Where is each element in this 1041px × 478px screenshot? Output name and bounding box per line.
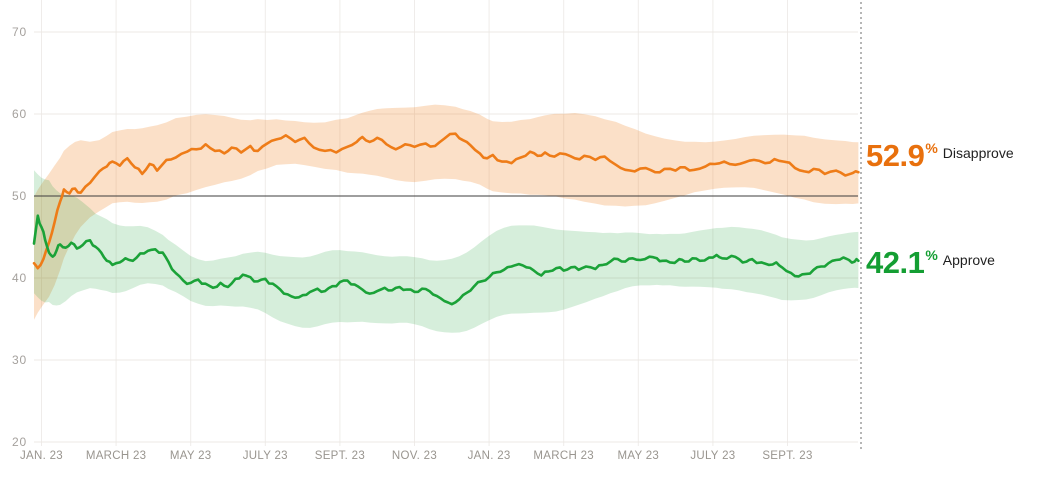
y-axis-label: 40 xyxy=(12,271,27,285)
y-axis-label: 70 xyxy=(12,25,27,39)
x-axis-label: SEPT. 23 xyxy=(315,450,365,462)
y-axis-label: 20 xyxy=(12,435,27,449)
approve-label: Approve xyxy=(942,252,995,268)
disapprove-percent-sign: % xyxy=(925,140,938,156)
approve-line xyxy=(32,214,860,306)
disapprove-line xyxy=(32,132,860,270)
y-axis-label: 50 xyxy=(12,189,27,203)
x-axis-label: MAY 23 xyxy=(617,450,659,462)
x-axis-label: NOV. 23 xyxy=(392,450,437,462)
approve-value: 42.1 xyxy=(866,245,925,280)
disapprove-label: Disapprove xyxy=(942,145,1014,161)
approve-annotation: 42.1 % Approve xyxy=(866,247,995,278)
y-axis-label: 60 xyxy=(12,107,27,121)
x-axis-label: MARCH 23 xyxy=(86,450,147,462)
x-axis-label: MARCH 23 xyxy=(533,450,594,462)
x-axis-label: JAN. 23 xyxy=(20,450,63,462)
disapprove-band xyxy=(34,104,859,320)
x-axis-label: JULY 23 xyxy=(243,450,288,462)
disapprove-annotation: 52.9 % Disapprove xyxy=(866,140,1014,171)
approve-band xyxy=(34,170,859,333)
x-axis-label: MAY 23 xyxy=(170,450,212,462)
disapprove-value: 52.9 xyxy=(866,138,925,173)
x-axis-label: JULY 23 xyxy=(690,450,735,462)
y-axis-label: 30 xyxy=(12,353,27,367)
x-axis-label: JAN. 23 xyxy=(468,450,511,462)
x-axis-label: SEPT. 23 xyxy=(762,450,812,462)
approve-percent-sign: % xyxy=(925,247,938,263)
